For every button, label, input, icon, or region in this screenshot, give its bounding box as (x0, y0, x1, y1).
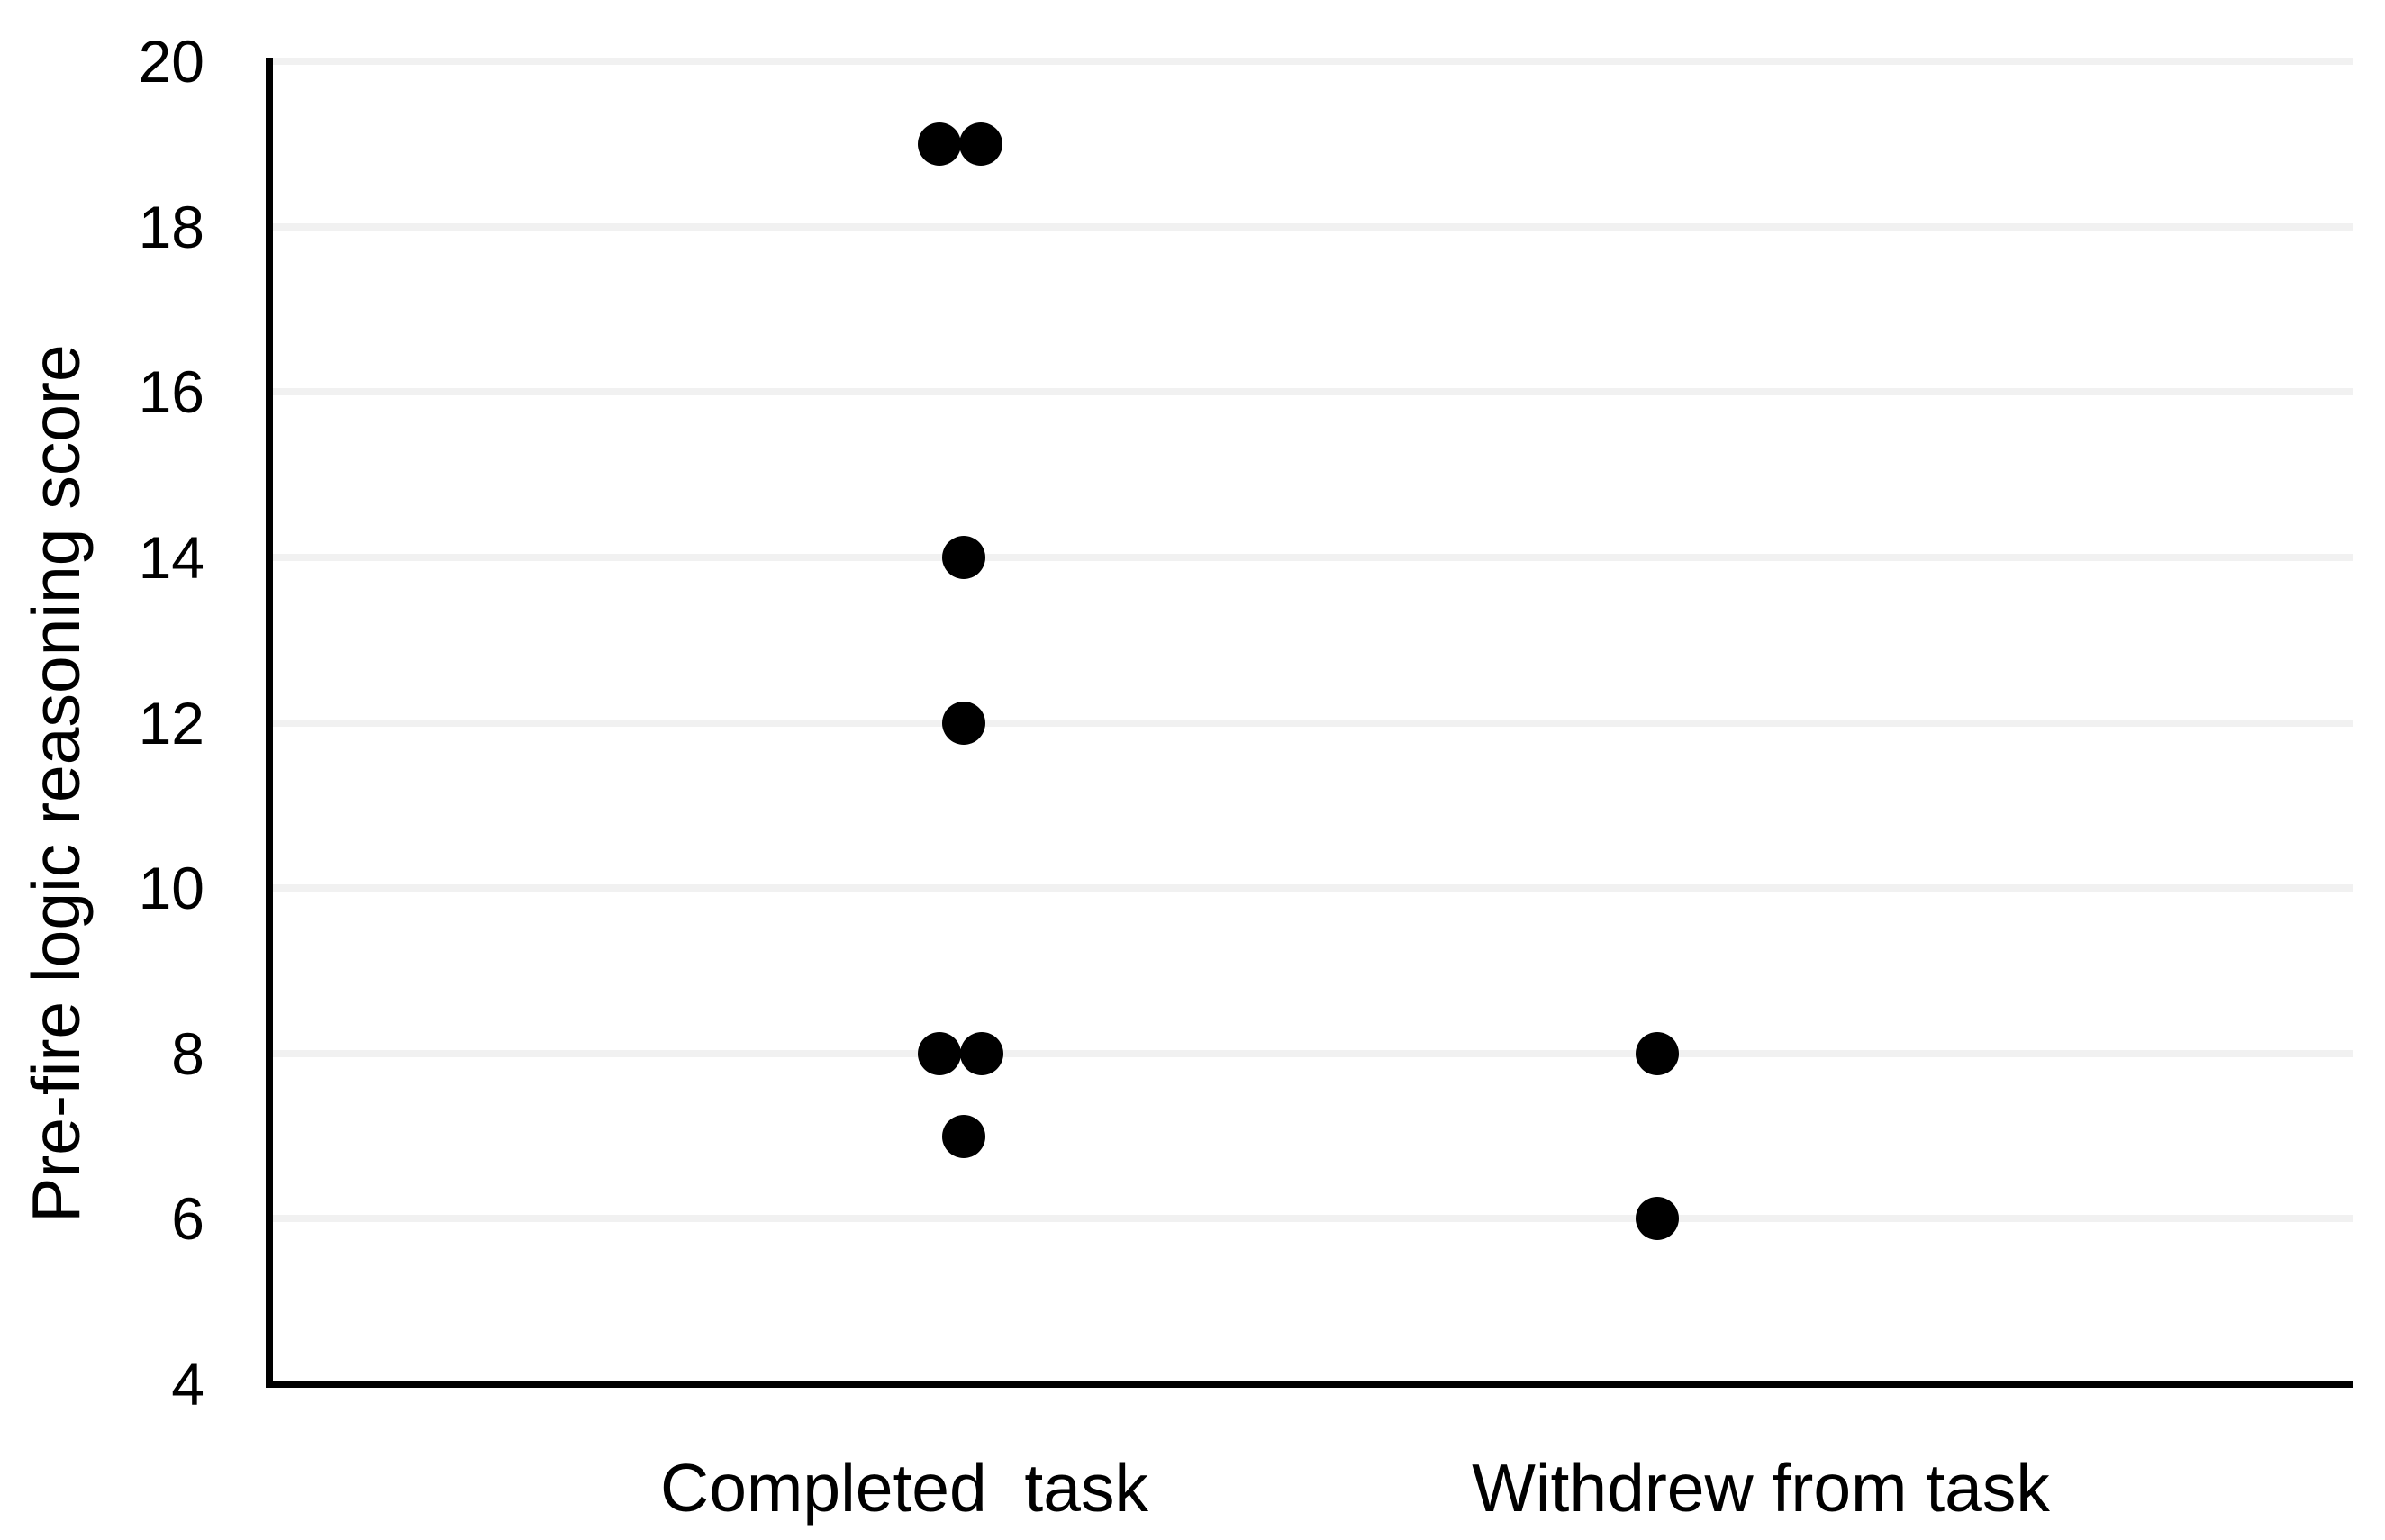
y-axis-title: Pre-fire logic reasoning score (18, 344, 94, 1223)
y-tick-label-10: 10 (138, 855, 204, 922)
y-tick-label-14: 14 (138, 523, 204, 591)
y-tick-label-20: 20 (138, 28, 204, 95)
data-point-withdrew-6-8 (1636, 1197, 1679, 1241)
gridline-y-14 (268, 553, 2353, 561)
plot-area (268, 58, 2353, 1384)
x-category-label-completed: Completed task (660, 1450, 1148, 1526)
x-axis-line (266, 1381, 2353, 1388)
gridline-y-12 (268, 719, 2353, 727)
gridline-y-20 (268, 58, 2353, 65)
data-point-completed-7-6 (942, 1114, 985, 1158)
y-tick-label-18: 18 (138, 193, 204, 260)
gridline-y-8 (268, 1049, 2353, 1057)
data-point-completed-8-4 (918, 1031, 961, 1075)
data-point-withdrew-8-7 (1636, 1031, 1679, 1075)
y-tick-label-12: 12 (138, 689, 204, 756)
data-point-completed-8-5 (960, 1031, 1003, 1075)
y-axis-line (266, 58, 273, 1388)
data-point-completed-12-3 (942, 701, 985, 745)
data-point-completed-19-0 (918, 122, 961, 166)
y-tick-label-6: 6 (171, 1185, 204, 1253)
data-point-completed-19-1 (959, 122, 1002, 166)
data-point-completed-14-2 (942, 535, 985, 579)
y-tick-label-8: 8 (171, 1019, 204, 1087)
y-tick-label-16: 16 (138, 358, 204, 426)
gridline-y-16 (268, 388, 2353, 396)
gridline-y-6 (268, 1215, 2353, 1223)
gridline-y-10 (268, 884, 2353, 892)
y-tick-label-4: 4 (171, 1351, 204, 1418)
gridline-y-18 (268, 222, 2353, 231)
x-category-label-withdrew: Withdrew from task (1472, 1450, 2050, 1526)
